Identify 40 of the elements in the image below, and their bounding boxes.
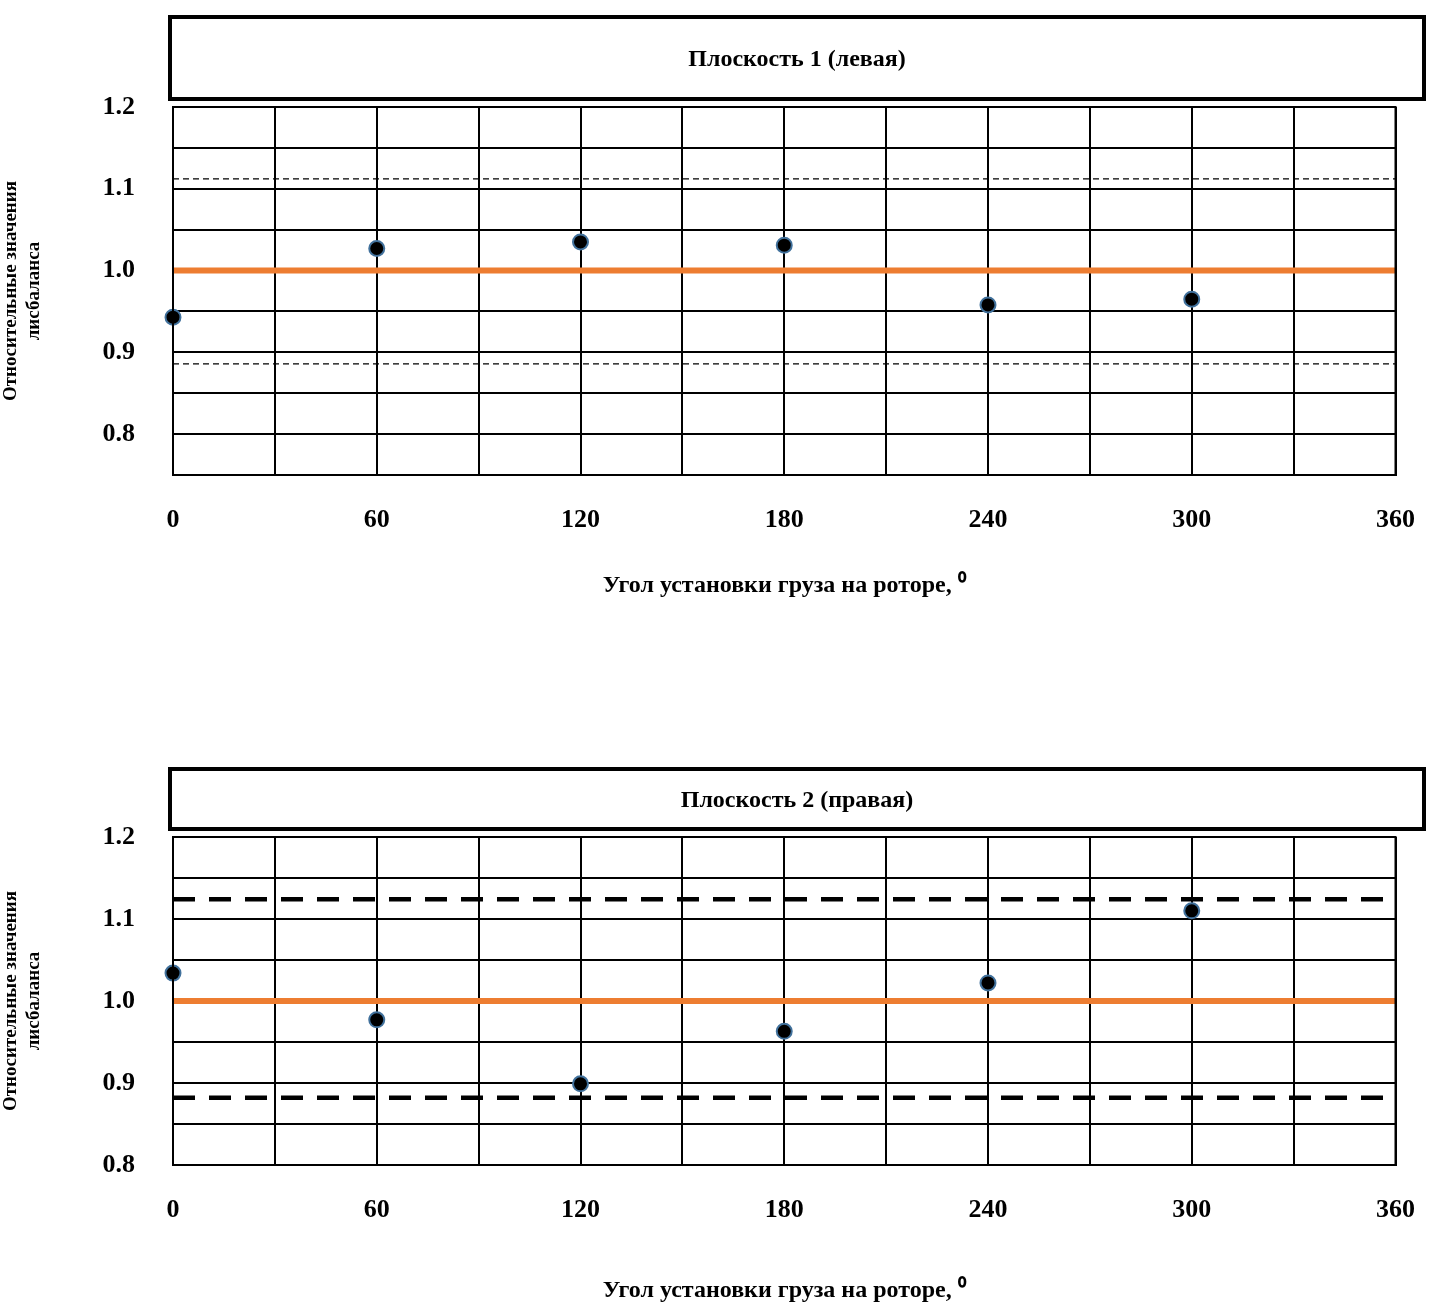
y-tick-label: 0.9 <box>102 1066 135 1096</box>
x-tick-label: 120 <box>561 504 600 534</box>
point <box>368 239 386 257</box>
point <box>1183 290 1201 308</box>
point <box>1183 902 1201 920</box>
point <box>572 1075 589 1093</box>
y-tick-label: 1.0 <box>102 254 135 284</box>
x-tick-label: 300 <box>1172 504 1212 534</box>
x-tick-label: 360 <box>1376 1194 1415 1224</box>
x-tick-label: 240 <box>968 504 1008 534</box>
x-tick-label: 180 <box>764 1194 804 1224</box>
y-tick-label: 0.8 <box>102 1148 135 1178</box>
y-tick-label: 0.8 <box>102 417 135 447</box>
x-tick-label: 60 <box>363 1194 390 1224</box>
y-tick-label: 0.9 <box>102 336 135 366</box>
x-tick-label: 0 <box>166 1194 180 1224</box>
x-axis-title: Угол установки груза на роторе, ⁰ <box>602 570 967 597</box>
chart-title: Плоскость 1 (левая) <box>168 15 1426 101</box>
y-tick-label: 1.2 <box>102 90 135 120</box>
y-axis-title: Относительные значения лисбаланса <box>0 890 44 1112</box>
x-tick-label: 60 <box>363 504 390 534</box>
x-axis-title: Угол установки груза на роторе, ⁰ <box>602 1275 967 1302</box>
y-tick-label: 1.1 <box>102 172 135 202</box>
y-tick-label: 1.2 <box>102 820 135 850</box>
point <box>572 233 589 251</box>
point <box>775 236 793 254</box>
point <box>979 296 997 314</box>
x-tick-label: 360 <box>1376 504 1415 534</box>
x-tick-label: 240 <box>968 1194 1008 1224</box>
y-axis-title: Относительные значения лисбаланса <box>0 180 44 402</box>
y-tick-label: 1.0 <box>102 984 135 1014</box>
x-tick-label: 120 <box>561 1194 600 1224</box>
y-tick-label: 1.1 <box>102 902 135 932</box>
point <box>368 1011 386 1029</box>
x-tick-label: 180 <box>764 504 804 534</box>
x-tick-label: 300 <box>1172 1194 1212 1224</box>
point <box>775 1022 793 1040</box>
chart-title: Плоскость 2 (правая) <box>168 767 1426 831</box>
x-tick-label: 0 <box>166 504 180 534</box>
point <box>979 974 997 992</box>
